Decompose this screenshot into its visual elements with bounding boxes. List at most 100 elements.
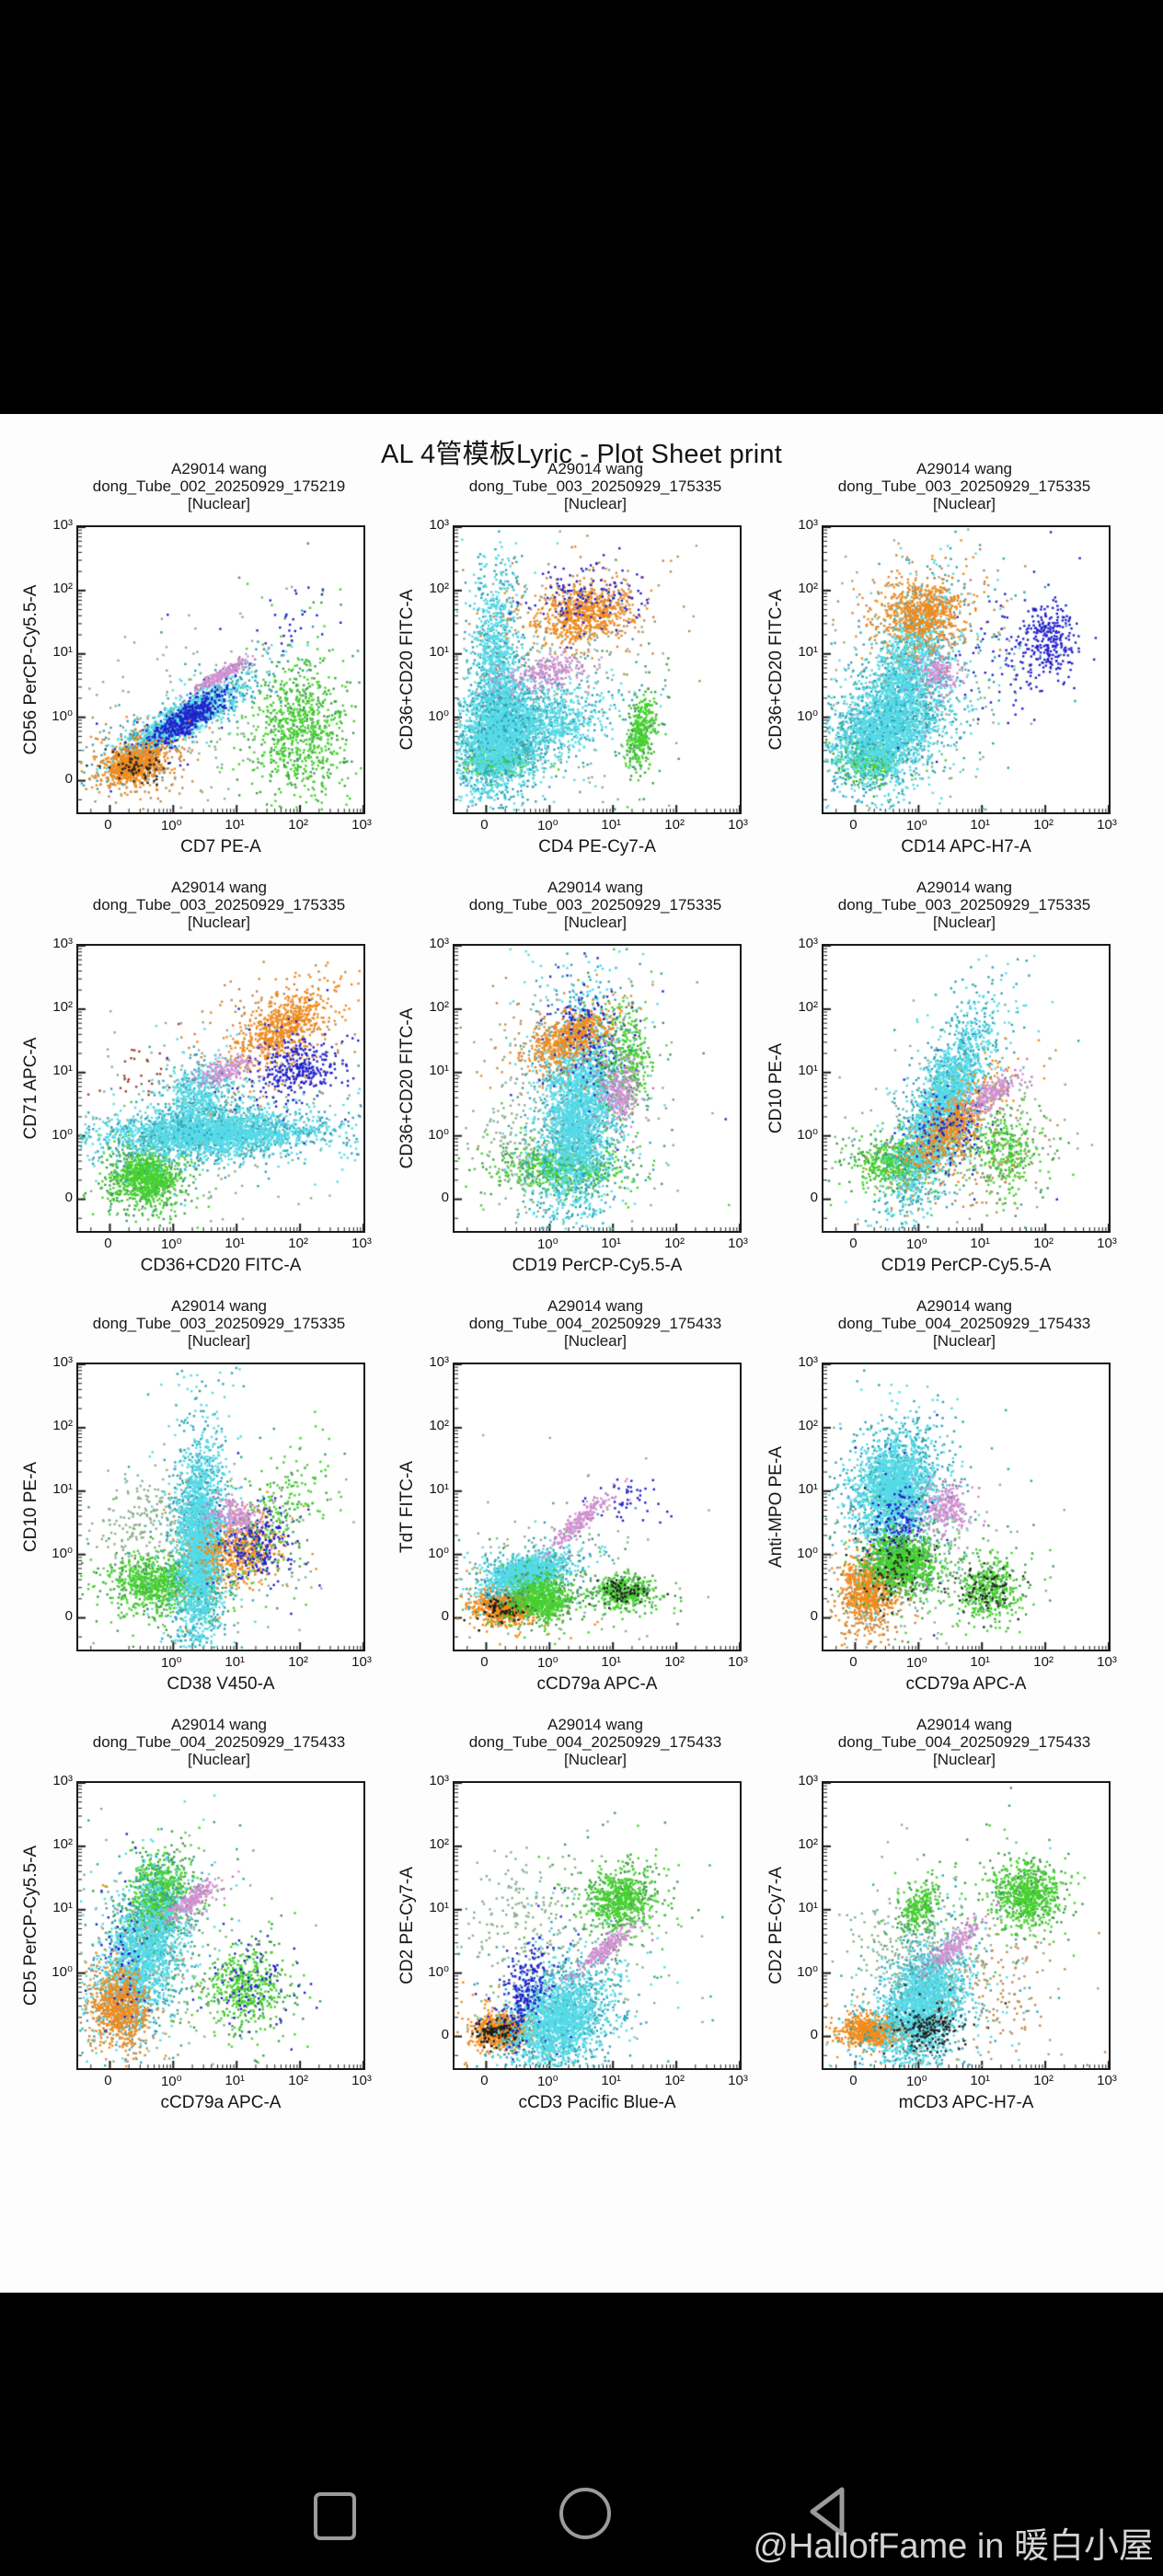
plot-body: CD36+CD20 FITC-A 0 10⁰ 10¹ 10² 10³ 10⁰ 10¹ 10² 10… <box>396 936 756 1275</box>
x-axis-label: cCD79a APC-A <box>536 1674 658 1694</box>
flow-plot-cell: A29014 wang dong_Tube_003_20250929_175335… <box>396 879 756 1275</box>
y-axis-label: CD10 PE-A <box>21 1461 40 1553</box>
plot-header-line: [Nuclear] <box>932 914 996 931</box>
plot-header: A29014 wang dong_Tube_002_20250929_175219… <box>67 460 371 512</box>
x-tick-label: 10² <box>664 1236 685 1251</box>
plot-header: A29014 wang dong_Tube_004_20250929_175433… <box>443 1297 747 1350</box>
plot-body: Anti-MPO PE-A 0 10⁰ 10¹ 10² 10³ 0 10⁰ 10¹ 10² 10³ c… <box>765 1354 1125 1694</box>
x-tick-label: 10² <box>664 2073 685 2088</box>
y-tick-label: 10³ <box>429 1773 449 1788</box>
y-tick-label: 10² <box>52 1417 73 1433</box>
y-tick-label: 10³ <box>798 936 818 951</box>
x-tick-label: 10³ <box>1097 2073 1117 2088</box>
plot-header-line: [Nuclear] <box>563 914 628 931</box>
x-tick-label: 10³ <box>728 1236 748 1251</box>
x-axis-label: CD14 APC-H7-A <box>901 837 1031 857</box>
plot-header: A29014 wang dong_Tube_003_20250929_175335… <box>812 460 1116 512</box>
recents-square-icon[interactable] <box>314 2492 356 2540</box>
x-tick-label: 10¹ <box>225 2073 246 2088</box>
x-tick-label: 10² <box>288 817 308 833</box>
plot-body: CD5 PerCP-Cy5.5-A 10⁰ 10¹ 10² 10³ 0 10⁰ 10¹ 10² 1… <box>19 1773 380 2112</box>
plot-header: A29014 wang dong_Tube_004_20250929_175433… <box>812 1297 1116 1350</box>
flow-plot-cell: A29014 wang dong_Tube_002_20250929_175219… <box>19 460 380 857</box>
plot-header: A29014 wang dong_Tube_003_20250929_175335… <box>443 879 747 931</box>
x-tick-label: 0 <box>104 817 112 833</box>
x-tick-label: 0 <box>104 1236 112 1251</box>
plot-header-line: [Nuclear] <box>563 1332 628 1350</box>
y-tick-label: 0 <box>810 2026 818 2042</box>
y-tick-label: 10² <box>52 580 73 596</box>
y-tick-label: 10³ <box>52 1773 73 1788</box>
y-tick-label: 0 <box>810 1607 818 1624</box>
x-tick-label: 10² <box>288 1654 308 1670</box>
y-tick-label: 10¹ <box>429 643 449 660</box>
y-tick-label: 10⁰ <box>52 707 73 724</box>
plot-header-line: dong_Tube_003_20250929_175335 <box>92 896 346 914</box>
plot-header-line: A29014 wang <box>916 1297 1012 1315</box>
scatter-plot-canvas <box>76 944 365 1233</box>
y-tick-label: 10⁰ <box>428 1545 449 1561</box>
x-tick-label: 10³ <box>351 1654 372 1670</box>
plot-header: A29014 wang dong_Tube_004_20250929_175433… <box>443 1716 747 1768</box>
flow-plot-cell: A29014 wang dong_Tube_003_20250929_175335… <box>765 460 1125 857</box>
plot-header-line: dong_Tube_004_20250929_175433 <box>837 1315 1091 1332</box>
flow-plot-cell: A29014 wang dong_Tube_004_20250929_175433… <box>19 1716 380 2112</box>
y-tick-label: 10³ <box>429 1354 449 1370</box>
scatter-plot-canvas <box>822 1363 1111 1651</box>
x-tick-label: 0 <box>480 2073 489 2088</box>
x-axis-label: cCD79a APC-A <box>160 2093 282 2112</box>
watermark: @HallofFame in 暖白小屋 <box>753 2527 1154 2566</box>
back-triangle-icon[interactable] <box>801 2484 857 2539</box>
y-tick-label: 10³ <box>52 936 73 951</box>
y-axis-label: CD36+CD20 FITC-A <box>766 589 786 751</box>
y-tick-label: 0 <box>441 2026 449 2042</box>
x-tick-label: 0 <box>849 1236 858 1251</box>
plot-body: CD36+CD20 FITC-A 10⁰ 10¹ 10² 10³ 0 10⁰ 10¹ 10² 10… <box>396 517 756 857</box>
x-tick-label: 10² <box>1033 817 1054 833</box>
flow-plot-cell: A29014 wang dong_Tube_003_20250929_175335… <box>19 1297 380 1694</box>
plot-header: A29014 wang dong_Tube_003_20250929_175335… <box>443 460 747 512</box>
x-tick-label: 10² <box>1033 1654 1054 1670</box>
x-tick-label: 10¹ <box>601 817 622 833</box>
plot-header-line: [Nuclear] <box>563 495 628 512</box>
flow-plot-cell: A29014 wang dong_Tube_003_20250929_175335… <box>765 879 1125 1275</box>
android-navbar: @HallofFame in 暖白小屋 <box>0 2420 1163 2576</box>
y-tick-label: 10⁰ <box>428 1963 449 1980</box>
scatter-plot-canvas <box>822 944 1111 1233</box>
plot-body: CD2 PE-Cy7-A 0 10⁰ 10¹ 10² 10³ 0 10⁰ 10¹ 10² 10³ cC… <box>396 1773 756 2112</box>
y-tick-label: 0 <box>64 770 73 787</box>
plot-header-line: dong_Tube_004_20250929_175433 <box>837 1733 1091 1751</box>
y-tick-label: 10³ <box>52 517 73 533</box>
plot-header: A29014 wang dong_Tube_003_20250929_175335… <box>812 879 1116 931</box>
x-tick-label: 10⁰ <box>160 818 182 834</box>
plot-header-line: [Nuclear] <box>187 1332 251 1350</box>
y-tick-label: 10¹ <box>429 1899 449 1915</box>
x-tick-label: 10² <box>664 817 685 833</box>
y-tick-label: 10³ <box>798 517 818 533</box>
x-axis-label: cCD79a APC-A <box>905 1674 1027 1694</box>
x-tick-label: 10⁰ <box>905 1236 927 1252</box>
plot-header-line: dong_Tube_003_20250929_175335 <box>837 896 1091 914</box>
plot-header-line: A29014 wang <box>171 879 267 896</box>
y-tick-label: 10¹ <box>798 1899 818 1915</box>
x-tick-label: 10³ <box>1097 817 1117 833</box>
plot-header-line: A29014 wang <box>547 1716 643 1733</box>
scatter-plot-canvas <box>76 1781 365 2070</box>
page-title: AL 4管模板Lyric - Plot Sheet print <box>381 440 782 469</box>
plot-header-line: A29014 wang <box>547 460 643 477</box>
x-tick-label: 10³ <box>351 2073 372 2088</box>
x-tick-label: 10³ <box>351 817 372 833</box>
home-circle-icon[interactable] <box>559 2488 611 2539</box>
plot-sheet: AL 4管模板Lyric - Plot Sheet print A29014 w… <box>0 414 1163 2293</box>
x-tick-label: 10⁰ <box>536 2074 558 2089</box>
y-tick-label: 0 <box>441 1189 449 1205</box>
scatter-plot-canvas <box>76 525 365 814</box>
x-tick-label: 10⁰ <box>905 1655 927 1671</box>
x-tick-label: 10¹ <box>601 1654 622 1670</box>
y-tick-label: 10⁰ <box>52 1545 73 1561</box>
plot-header-line: [Nuclear] <box>187 1751 251 1768</box>
plot-header-line: dong_Tube_004_20250929_175433 <box>92 1733 346 1751</box>
x-tick-label: 0 <box>480 1654 489 1670</box>
y-tick-label: 0 <box>441 1607 449 1624</box>
plot-body: CD10 PE-A 0 10⁰ 10¹ 10² 10³ 0 10⁰ 10¹ 10² 10³ CD19 … <box>765 936 1125 1275</box>
